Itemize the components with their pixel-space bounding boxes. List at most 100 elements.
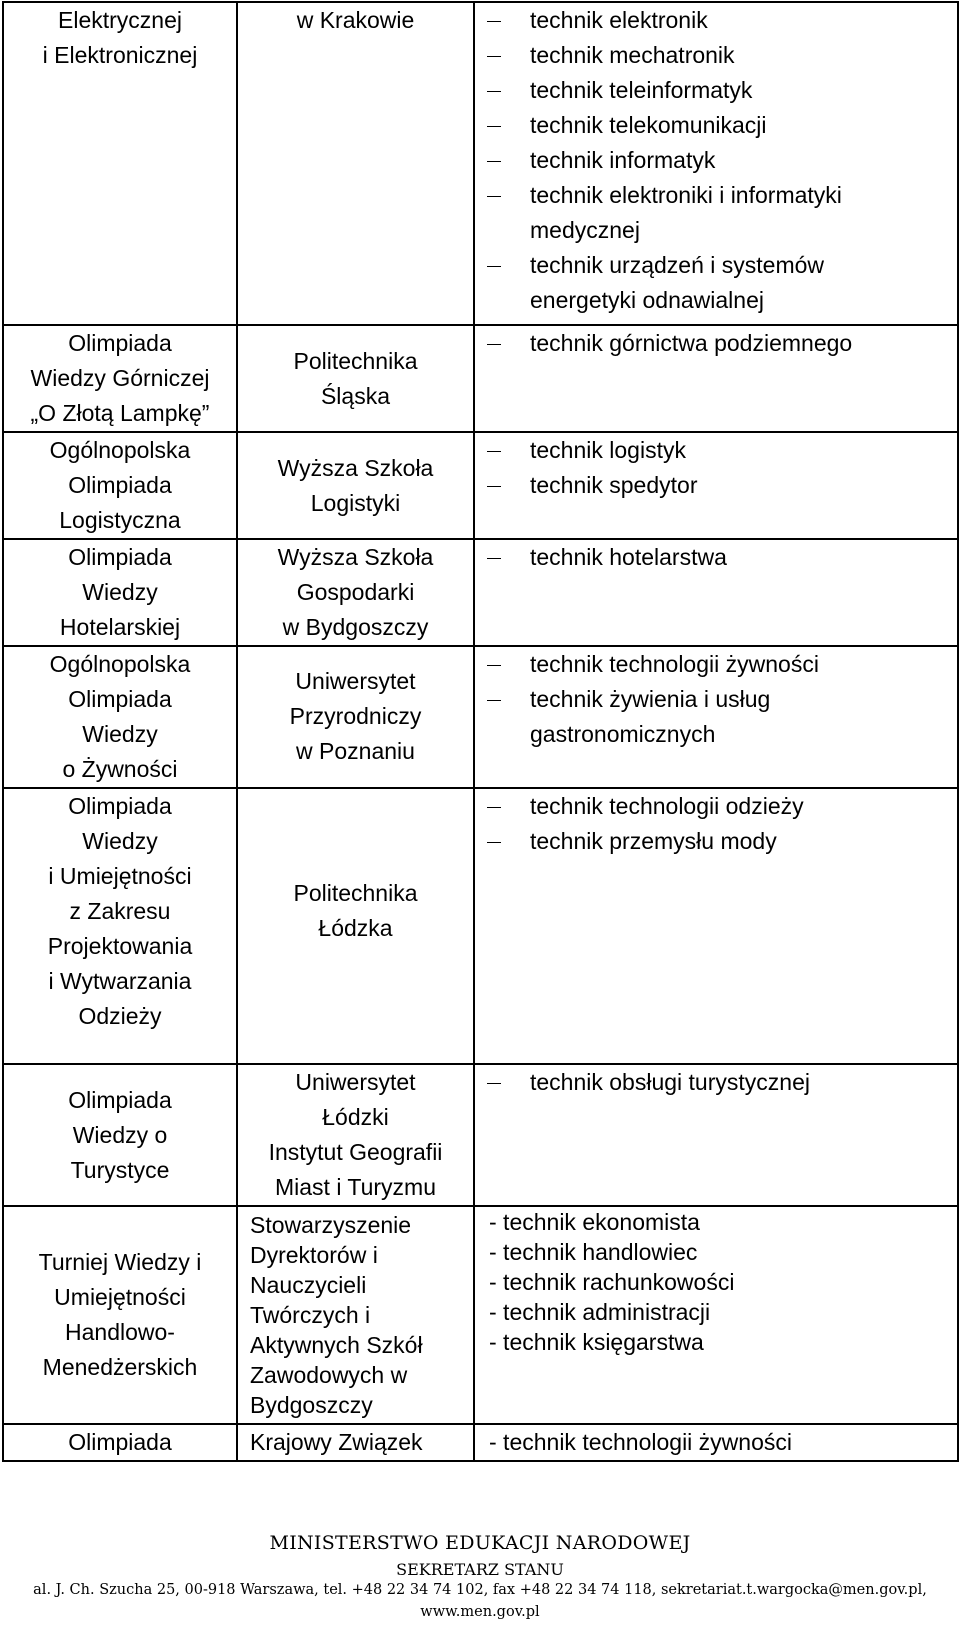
organizer-line: Politechnika (293, 880, 418, 906)
olympiad-name-cell: Turniej Wiedzy i Umiejętności Handlowo- … (2, 1205, 238, 1425)
organizer-line: Twórczych i (250, 1302, 371, 1328)
olympiad-name-line: Turystyce (70, 1156, 170, 1183)
olympiad-name-line: z Zakresu (69, 898, 171, 924)
organizer-cell: w Krakowie (236, 1, 475, 326)
profession-item: technik technologii odzieży (487, 789, 957, 824)
olympiad-name-line: Hotelarskiej (59, 614, 181, 640)
profession-item: technik spedytor (487, 468, 957, 503)
olympiad-name-line: Ogólnopolska (49, 437, 191, 463)
profession-item: technik hotelarstwa (487, 540, 957, 575)
profession-item: technik logistyk (487, 433, 957, 468)
organizer-line: Uniwersytet (295, 668, 416, 694)
olympiad-name-line: Wiedzy o (72, 1121, 168, 1148)
table-row: Olimpiada Wiedzy o Turystyce Uniwersytet… (2, 1063, 959, 1207)
professions-cell: technik hotelarstwa (473, 538, 959, 647)
professions-cell: technik technologii odzieży technik prze… (473, 787, 959, 1065)
organizer-line: Wyższa Szkoła (277, 544, 434, 570)
olympiad-name-line: „O Złotą Lampkę” (30, 400, 210, 426)
organizer-line: Gospodarki (296, 579, 415, 605)
organizer-line: Stowarzyszenie (250, 1212, 412, 1238)
olympiad-name-cell: Elektrycznej i Elektronicznej (2, 1, 238, 326)
organizer-cell: Uniwersytet Przyrodniczy w Poznaniu (236, 645, 475, 789)
organizer-line: Uniwersytet (295, 1069, 416, 1095)
profession-item: technik mechatronik (487, 38, 957, 73)
footer-website[interactable]: www.men.gov.pl (420, 1604, 540, 1620)
olympiad-name-line: Logistyczna (59, 507, 181, 533)
profession-item: technik elektronik (487, 3, 957, 38)
table-row: Olimpiada Wiedzy Górniczej „O Złotą Lamp… (2, 324, 959, 433)
organizer-cell: Uniwersytet Łódzki Instytut Geografii Mi… (236, 1063, 475, 1207)
organizer-line: Łódzki (322, 1104, 389, 1130)
table-row: Olimpiada Krajowy Związek - technik tech… (2, 1423, 959, 1462)
profession-item: technik urządzeń i systemów (487, 248, 957, 283)
organizer-cell: Wyższa Szkoła Logistyki (236, 431, 475, 540)
organizer-line: Łódzka (318, 915, 393, 941)
profession-item: - technik księgarstwa (489, 1329, 704, 1355)
olympiad-name-cell: Ogólnopolska Olimpiada Logistyczna (2, 431, 238, 540)
table-row: Turniej Wiedzy i Umiejętności Handlowo- … (2, 1205, 959, 1425)
professions-cell: - technik ekonomista - technik handlowie… (473, 1205, 959, 1425)
table-row: Olimpiada Wiedzy Hotelarskiej Wyższa Szk… (2, 538, 959, 647)
organizer-line: Nauczycieli (250, 1272, 367, 1298)
professions-cell: - technik technologii żywności (473, 1423, 959, 1462)
profession-item: technik telekomunikacji (487, 108, 957, 143)
organizer-line: Aktywnych Szkół (250, 1332, 423, 1358)
organizer-cell: Krajowy Związek (236, 1423, 475, 1462)
olympiad-name-line: Olimpiada (68, 1086, 172, 1113)
olympiad-name-cell: Olimpiada (2, 1423, 238, 1462)
organizer-cell: Wyższa Szkoła Gospodarki w Bydgoszczy (236, 538, 475, 647)
olympiad-name-line: Olimpiada (68, 793, 172, 819)
table-row: Ogólnopolska Olimpiada Wiedzy o Żywności… (2, 645, 959, 789)
olympiad-name-line: Olimpiada (68, 1429, 172, 1455)
olympiad-name-line: o Żywności (62, 756, 178, 782)
olympiad-name-cell: Olimpiada Wiedzy Hotelarskiej (2, 538, 238, 647)
organizer-line: Logistyki (310, 489, 401, 516)
olympiad-name-cell: Olimpiada Wiedzy o Turystyce (2, 1063, 238, 1207)
professions-cell: technik górnictwa podziemnego (473, 324, 959, 433)
organizer-cell: Stowarzyszenie Dyrektorów i Nauczycieli … (236, 1205, 475, 1425)
profession-item: technik obsługi turystycznej (487, 1065, 957, 1100)
olympiad-name-line: Ogólnopolska (49, 651, 191, 677)
professions-cell: technik obsługi turystycznej (473, 1063, 959, 1207)
table-row: Elektrycznej i Elektronicznej w Krakowie… (2, 1, 959, 326)
professions-cell: technik elektronik technik mechatronik t… (473, 1, 959, 326)
organizer-line: w Poznaniu (296, 738, 415, 764)
organizer-line: Instytut Geografii (268, 1139, 443, 1165)
footer-position: SEKRETARZ STANU (396, 1560, 564, 1579)
footer-address: al. J. Ch. Szucha 25, 00-918 Warszawa, t… (33, 1582, 927, 1598)
olympiad-name-line: Odzieży (78, 1003, 162, 1029)
professions-cell: technik technologii żywności technik żyw… (473, 645, 959, 789)
profession-item: - technik administracji (489, 1299, 711, 1325)
organizer-cell: Politechnika Śląska (236, 324, 475, 433)
olympiad-name-line: Wiedzy (82, 721, 158, 747)
olympiad-name-cell: Olimpiada Wiedzy Górniczej „O Złotą Lamp… (2, 324, 238, 433)
olympiad-name-line: Olimpiada (68, 330, 172, 356)
organizer-cell: Politechnika Łódzka (236, 787, 475, 1065)
organizer-line: Wyższa Szkoła (277, 454, 434, 481)
footer-ministry: MINISTERSTWO EDUKACJI NARODOWEJ (269, 1532, 691, 1554)
olympiad-name-line: i Umiejętności (48, 863, 192, 889)
olympiad-name-line: Turniej Wiedzy i (38, 1249, 202, 1275)
table-row: Ogólnopolska Olimpiada Logistyczna Wyższ… (2, 431, 959, 540)
olympiad-name-line: Wiedzy Górniczej (30, 365, 210, 391)
olympiad-name-cell: Ogólnopolska Olimpiada Wiedzy o Żywności (2, 645, 238, 789)
profession-item-continuation: energetyki odnawialnej (530, 287, 764, 313)
organizer-line: Miast i Turyzmu (274, 1174, 437, 1200)
olympiad-name-line: Projektowania (47, 933, 193, 959)
table-row: Olimpiada Wiedzy i Umiejętności z Zakres… (2, 787, 959, 1065)
profession-item-continuation: medycznej (530, 217, 640, 243)
olympiad-name-line: Menedżerskich (42, 1354, 198, 1380)
olympiad-name-line: Wiedzy (82, 828, 158, 854)
profession-item: - technik technologii żywności (489, 1429, 792, 1455)
organizer-line: Przyrodniczy (289, 703, 422, 729)
organizer-line: Zawodowych w (250, 1362, 408, 1388)
organizer-line: Dyrektorów i (250, 1242, 378, 1268)
organizer-line: Śląska (320, 382, 391, 409)
organizer-line: Krajowy Związek (250, 1429, 423, 1455)
profession-item: technik żywienia i usług (487, 682, 957, 717)
profession-item: - technik ekonomista (489, 1209, 700, 1235)
professions-cell: technik logistyk technik spedytor (473, 431, 959, 540)
olympiad-name-line: Umiejętności (54, 1284, 186, 1310)
profession-item: technik przemysłu mody (487, 824, 957, 859)
olympiad-name-line: Handlowo- (65, 1319, 175, 1345)
